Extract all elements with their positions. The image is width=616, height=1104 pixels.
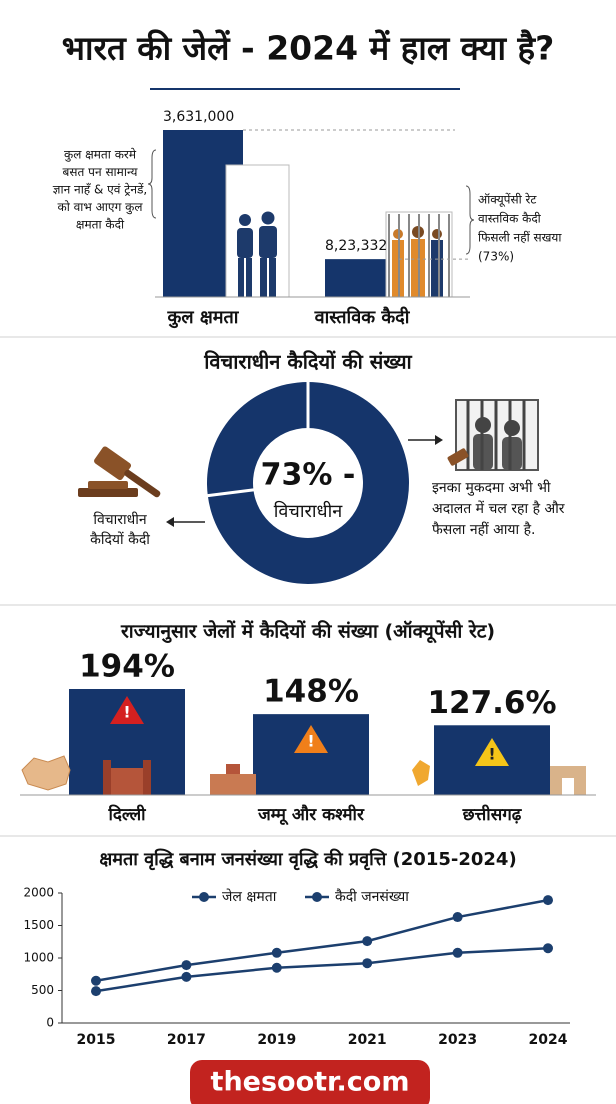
chart-title: राज्यानुसार जेलों में कैदियों की संख्या … bbox=[120, 620, 495, 644]
people-icon bbox=[237, 211, 277, 297]
data-point bbox=[543, 943, 553, 954]
data-point bbox=[91, 986, 101, 997]
legend-label: कैदी जनसंख्या bbox=[335, 888, 409, 905]
y-tick-label: 0 bbox=[46, 1016, 54, 1030]
data-point bbox=[181, 971, 192, 982]
data-point bbox=[181, 960, 192, 971]
x-tick-label: 2019 bbox=[257, 1032, 296, 1048]
donut-segment bbox=[207, 382, 409, 585]
series-line bbox=[95, 947, 549, 993]
x-tick-label: 2015 bbox=[77, 1032, 116, 1048]
data-point bbox=[271, 962, 282, 973]
data-point bbox=[91, 975, 101, 986]
y-tick-label: 1000 bbox=[23, 951, 54, 965]
donut-segment bbox=[207, 382, 308, 496]
annotation: अदालत में चल रहा है और bbox=[432, 500, 565, 517]
value-label: 127.6% bbox=[427, 685, 556, 721]
category-label: छत्तीसगढ़ bbox=[462, 804, 523, 825]
annotation: वास्तविक कैदी bbox=[478, 212, 542, 226]
data-point bbox=[362, 936, 373, 947]
data-point bbox=[543, 895, 553, 906]
value-label: 148% bbox=[263, 674, 359, 710]
page-title: भारत की जेलें - 2024 में हाल क्या है? bbox=[62, 29, 554, 68]
annotation: फिसली नहीं सखया bbox=[478, 231, 562, 245]
arrow-head bbox=[435, 435, 443, 445]
x-tick-label: 2023 bbox=[438, 1032, 477, 1048]
y-tick-label: 1500 bbox=[23, 918, 54, 932]
annotation: कैदियों कैदी bbox=[90, 531, 150, 548]
footer-badge bbox=[190, 1060, 430, 1104]
gavel-icon bbox=[78, 446, 161, 498]
center-label: 73% - bbox=[261, 458, 356, 493]
annotation: ज्ञान नाहँ & एवं ट्रेनडें, bbox=[53, 183, 147, 197]
category-label: कुल क्षमता bbox=[167, 307, 240, 329]
category-label: जम्मू और कश्मीर bbox=[257, 804, 365, 826]
chart-title: विचाराधीन कैदियों की संख्या bbox=[203, 350, 412, 374]
data-point bbox=[452, 912, 463, 923]
segment-divider bbox=[206, 488, 255, 498]
annotation: इनका मुकदमा अभी भी bbox=[432, 479, 551, 496]
capacity-box bbox=[225, 164, 290, 298]
annotation: बसत पन सामान्य bbox=[63, 165, 139, 179]
x-tick-label: 2024 bbox=[529, 1032, 568, 1048]
warning-icon: ! ! ! bbox=[110, 696, 509, 766]
data-point bbox=[271, 947, 282, 958]
y-tick-label: 500 bbox=[31, 983, 54, 997]
svg-text:!: ! bbox=[123, 703, 130, 722]
annotation: को वाभ आएग कुल bbox=[58, 200, 144, 215]
y-tick-label: 2000 bbox=[23, 886, 54, 900]
brace bbox=[147, 149, 157, 219]
x-tick-label: 2021 bbox=[348, 1032, 387, 1048]
category-label: दिल्ली bbox=[107, 804, 146, 825]
annotation: फैसला नहीं आया है. bbox=[432, 521, 536, 538]
jail-icon bbox=[447, 399, 539, 471]
annotation: (73%) bbox=[478, 250, 514, 264]
footer-brand: thesootr.com bbox=[211, 1067, 410, 1098]
monument-icon bbox=[21, 755, 586, 795]
arrow-head bbox=[166, 517, 174, 527]
svg-text:!: ! bbox=[307, 732, 314, 751]
annotation: क्षमता कैदी bbox=[76, 218, 125, 232]
category-label: वास्तविक कैदी bbox=[314, 306, 411, 328]
x-tick-label: 2017 bbox=[167, 1032, 206, 1048]
brace bbox=[465, 185, 475, 255]
svg-text:!: ! bbox=[488, 745, 495, 764]
chart-title: क्षमता वृद्धि बनाम जनसंख्या वृद्धि की प्… bbox=[99, 848, 516, 871]
annotation: विचाराधीन bbox=[93, 511, 147, 528]
data-point bbox=[362, 958, 373, 969]
annotation: कुल क्षमता करमे bbox=[64, 148, 137, 163]
legend-label: जेल क्षमता bbox=[222, 888, 277, 905]
data-point bbox=[452, 947, 463, 958]
value-label: 3,631,000 bbox=[163, 109, 234, 125]
center-label: विचाराधीन bbox=[274, 500, 344, 522]
annotation: ऑक्यूपेंसी रेट bbox=[478, 193, 537, 208]
series-line bbox=[95, 898, 549, 982]
value-label: 8,23,332 bbox=[325, 238, 387, 254]
legend-marker bbox=[312, 892, 322, 902]
legend-marker bbox=[199, 892, 209, 902]
jail-bars bbox=[388, 214, 450, 297]
value-label: 194% bbox=[79, 649, 175, 685]
